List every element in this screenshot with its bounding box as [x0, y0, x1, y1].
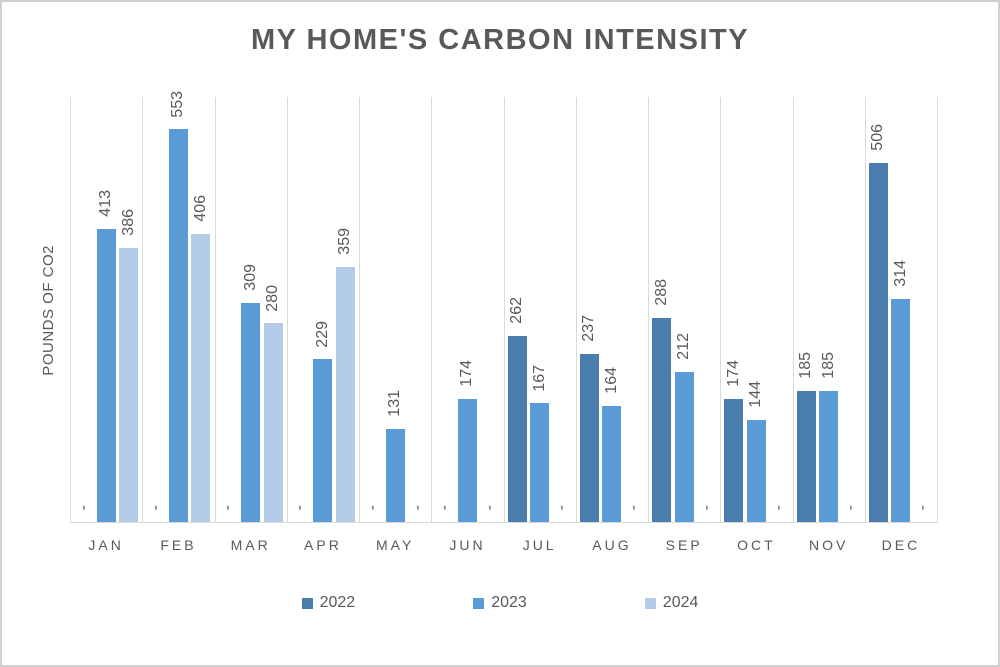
x-axis-label-DEC: DEC — [881, 537, 921, 553]
legend-swatch-icon — [473, 597, 485, 609]
bar-2023-JUN — [457, 398, 477, 522]
x-axis-label-SEP: SEP — [665, 537, 703, 553]
data-label-2024-AUG: - — [625, 504, 643, 510]
bar-2022-DEC — [868, 162, 888, 522]
bar-2023-FEB — [168, 129, 188, 522]
data-label-2023-SEP: 212 — [675, 332, 693, 360]
x-axis-label-JUN: JUN — [449, 537, 486, 553]
bar-2022-OCT — [724, 398, 744, 522]
bar-2022-NOV — [796, 390, 816, 522]
bar-2023-JAN — [96, 228, 116, 522]
data-label-2022-JUN: - — [435, 504, 453, 510]
category-gridline — [720, 97, 722, 523]
data-label-2024-JUL: - — [553, 504, 571, 510]
data-label-2023-FEB: 553 — [169, 90, 187, 118]
category-gridline — [214, 97, 216, 523]
data-label-2023-NOV: 185 — [819, 352, 837, 379]
bar-2024-FEB — [191, 233, 211, 522]
y-axis-title-container: POUNDS OF CO2 — [40, 97, 57, 523]
bar-2023-OCT — [746, 419, 766, 522]
data-label-2022-MAY: - — [363, 504, 381, 510]
x-axis-label-MAR: MAR — [230, 537, 271, 553]
category-gridline — [359, 97, 360, 523]
data-label-2024-FEB: 406 — [191, 195, 209, 222]
legend: 2022 2023 2024 — [2, 594, 998, 612]
x-axis-label-OCT: OCT — [737, 537, 776, 553]
data-label-2023-APR: 229 — [313, 320, 331, 348]
bar-2024-APR — [335, 267, 355, 522]
category-gridline — [648, 97, 649, 523]
data-label-2022-APR: - — [291, 504, 309, 510]
category-gridline — [503, 97, 505, 523]
legend-label: 2022 — [319, 594, 356, 611]
bar-2024-JAN — [119, 247, 139, 522]
bar-2022-SEP — [652, 317, 672, 522]
x-axis-labels: JAN FEB MAR APR MAY JUN JUL AUG SEP OCT NOV DEC — [70, 537, 937, 559]
data-label-2022-JUL: 262 — [508, 297, 526, 324]
data-label-2023-DEC: 314 — [891, 260, 909, 288]
bar-2023-SEP — [674, 371, 694, 522]
data-label-2023-JUN: 174 — [458, 359, 476, 387]
x-axis-label-MAY: MAY — [375, 537, 415, 553]
chart-title: MY HOME'S CARBON INTENSITY — [250, 24, 750, 56]
data-label-2022-JAN: - — [74, 504, 92, 510]
bar-2022-AUG — [579, 353, 599, 522]
data-label-2024-JUN: - — [480, 504, 498, 510]
category-gridline — [286, 97, 288, 523]
category-gridline — [142, 97, 144, 523]
data-label-2022-FEB: - — [146, 504, 164, 510]
data-label-2023-JUL: 167 — [530, 364, 548, 392]
data-label-2022-DEC: 506 — [869, 124, 887, 151]
data-label-2023-MAR: 309 — [241, 263, 259, 291]
bar-2022-JUL — [507, 336, 527, 522]
x-axis-label-NOV: NOV — [808, 537, 849, 553]
data-label-2022-SEP: 288 — [652, 278, 670, 306]
data-label-2024-MAR: 280 — [264, 284, 282, 312]
legend-swatch-icon — [644, 597, 656, 609]
data-label-2022-NOV: 185 — [797, 352, 815, 379]
legend-item-2022: 2022 — [301, 594, 356, 612]
data-label-2022-MAR: - — [219, 504, 237, 510]
data-label-2023-JAN: 413 — [97, 190, 115, 217]
bar-2023-MAR — [241, 302, 261, 522]
category-gridline — [575, 97, 577, 523]
legend-item-2024: 2024 — [644, 594, 699, 612]
data-label-2023-AUG: 164 — [602, 366, 620, 394]
category-gridline — [431, 97, 433, 523]
bar-2023-APR — [313, 359, 333, 522]
bar-2023-JUL — [530, 403, 550, 522]
x-axis-label-APR: APR — [304, 537, 342, 553]
data-label-2024-DEC: - — [914, 504, 932, 510]
legend-label: 2023 — [491, 594, 527, 611]
x-axis-label-AUG: AUG — [592, 537, 632, 553]
category-gridline — [937, 97, 938, 523]
data-label-2024-NOV: - — [842, 504, 860, 510]
data-label-2024-SEP: - — [697, 504, 715, 510]
category-gridline — [70, 97, 71, 523]
x-axis-label-FEB: FEB — [160, 537, 197, 553]
y-axis-title: POUNDS OF CO2 — [40, 244, 57, 376]
bar-2023-MAY — [385, 429, 405, 522]
category-gridline — [864, 97, 866, 523]
data-label-2024-APR: 359 — [336, 228, 354, 256]
legend-label: 2024 — [662, 594, 699, 611]
data-label-2024-JAN: 386 — [119, 209, 137, 236]
data-label-2024-OCT: - — [769, 504, 787, 510]
data-label-2022-OCT: 174 — [724, 359, 742, 387]
bar-2023-NOV — [819, 390, 839, 522]
x-axis-label-JAN: JAN — [88, 537, 124, 553]
bar-2024-MAR — [263, 323, 283, 522]
bar-2023-DEC — [891, 299, 911, 522]
category-gridline — [792, 97, 794, 523]
data-label-2024-MAY: - — [408, 504, 426, 510]
data-label-2022-AUG: 237 — [580, 315, 598, 342]
data-label-2023-MAY: 131 — [386, 390, 404, 417]
bar-2023-AUG — [602, 405, 622, 522]
x-axis-label-JUL: JUL — [522, 537, 557, 553]
legend-item-2023: 2023 — [473, 594, 527, 612]
legend-swatch-icon — [301, 597, 313, 609]
plot-area: - - - - - - 262 237 288 174 185 506 413 553 309 229 131 1… — [70, 91, 938, 523]
data-label-2023-OCT: 144 — [747, 381, 765, 408]
